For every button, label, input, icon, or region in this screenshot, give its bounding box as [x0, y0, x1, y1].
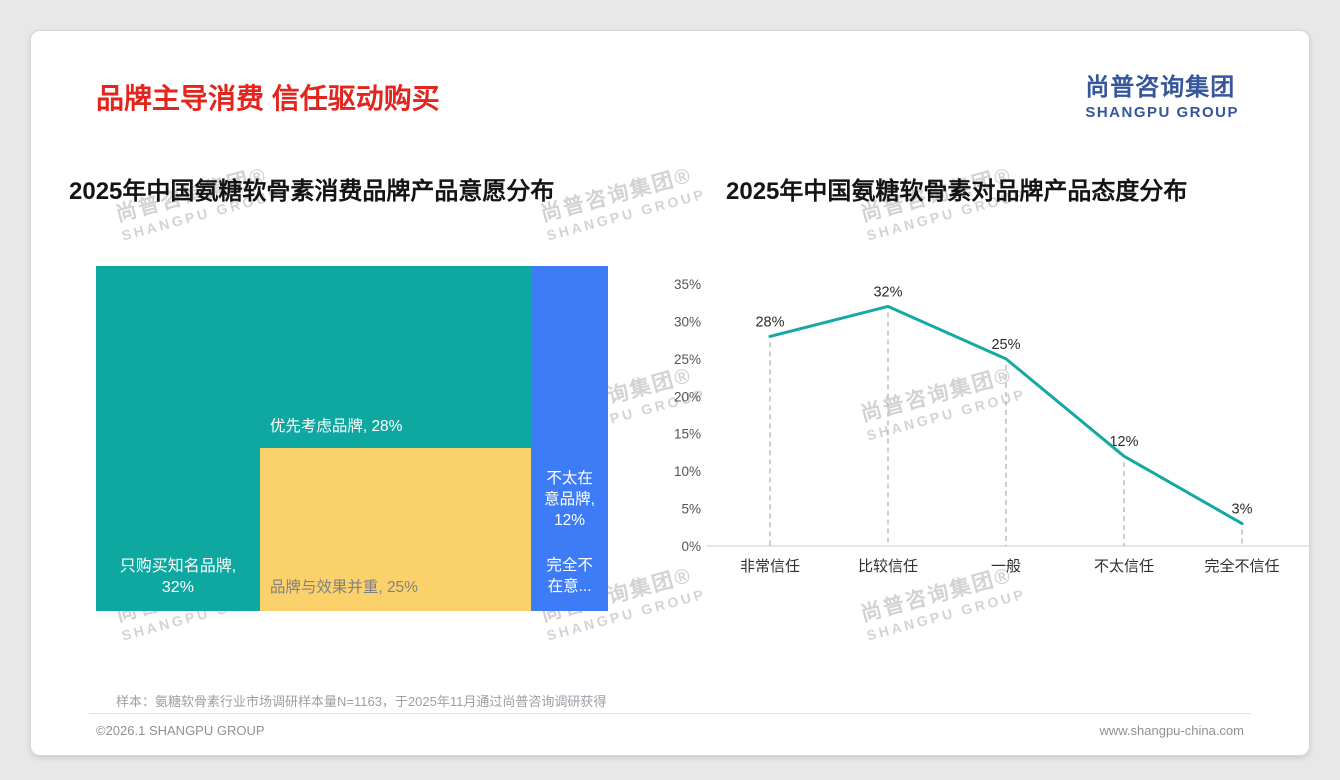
treemap-segment-label: 只购买知名品牌, 32%	[119, 557, 237, 597]
line-chart-title: 2025年中国氨糖软骨素对品牌产品态度分布	[726, 178, 1188, 205]
watermark: 尚普咨询集团®SHANGPU GROUP	[538, 163, 708, 244]
y-axis-label: 15%	[674, 427, 701, 442]
logo-english-text: SHANGPU GROUP	[1085, 104, 1239, 121]
x-axis-category-label: 完全不信任	[1204, 557, 1279, 575]
y-axis-label: 35%	[674, 277, 701, 292]
treemap-segment-1[interactable]: 只购买知名品牌, 32%	[96, 266, 260, 611]
y-axis-label: 20%	[674, 389, 701, 404]
treemap-segment-label: 优先考虑品牌, 28%	[269, 418, 403, 436]
x-axis-category-label: 非常信任	[740, 558, 800, 575]
treemap-segment-5[interactable]: 完全不 在意...	[531, 542, 608, 611]
y-axis-label: 0%	[681, 539, 701, 554]
slide-card: 尚普咨询集团® SHANGPU GROUP 尚普咨询集团® SHANGPU GROUP…	[30, 30, 1310, 756]
logo-chinese-text: 尚普咨询集团	[1085, 74, 1236, 101]
data-point-label: 25%	[991, 337, 1020, 353]
y-axis-label: 10%	[674, 464, 701, 479]
data-point-label: 3%	[1232, 502, 1253, 518]
treemap-chart: 只购买知名品牌, 32% 优先考虑品牌, 28% 品牌与效果并重, 25% 不太在 意品牌…	[96, 266, 608, 611]
data-point-label: 28%	[755, 314, 784, 330]
page-title: 品牌主导消费 信任驱动购买	[96, 83, 440, 114]
data-point-label: 12%	[1109, 434, 1138, 450]
x-axis-category-label: 一般	[991, 558, 1021, 575]
y-axis-label: 30%	[674, 314, 701, 329]
treemap-segment-label: 不太在 意品牌, 12%	[544, 470, 595, 530]
y-axis-label: 25%	[674, 352, 701, 367]
footer-divider	[89, 713, 1251, 714]
copyright-text: ©2026.1 SHANGPU GROUP	[96, 723, 265, 738]
treemap-chart-title: 2025年中国氨糖软骨素消费品牌产品意愿分布	[69, 178, 555, 205]
treemap-segment-label: 品牌与效果并重, 25%	[269, 579, 418, 597]
treemap-segment-label: 完全不 在意...	[546, 556, 593, 595]
treemap-segment-4[interactable]: 不太在 意品牌, 12%	[531, 266, 608, 542]
x-axis-category-label: 不太信任	[1094, 558, 1154, 575]
website-link[interactable]: www.shangpu-china.com	[1099, 723, 1244, 738]
sample-footnote: 样本：氨糖软骨素行业市场调研样本量N=1163，于2025年11月通过尚普咨询调…	[116, 694, 607, 709]
line-chart: 0% 5% 10% 15% 20% 25% 30% 35% 非常信任 28% 比较信任 32% 一般 25…	[674, 277, 1309, 575]
data-point-label: 32%	[873, 284, 902, 300]
company-logo: 尚普咨询集团 SHANGPU GROUP	[1085, 67, 1239, 121]
x-axis-category-label: 比较信任	[858, 557, 918, 575]
trust-line-series	[768, 304, 1244, 526]
treemap-segment-2[interactable]: 优先考虑品牌, 28%	[259, 266, 532, 449]
y-axis-label: 5%	[681, 502, 701, 517]
treemap-segment-3[interactable]: 品牌与效果并重, 25%	[259, 448, 532, 611]
